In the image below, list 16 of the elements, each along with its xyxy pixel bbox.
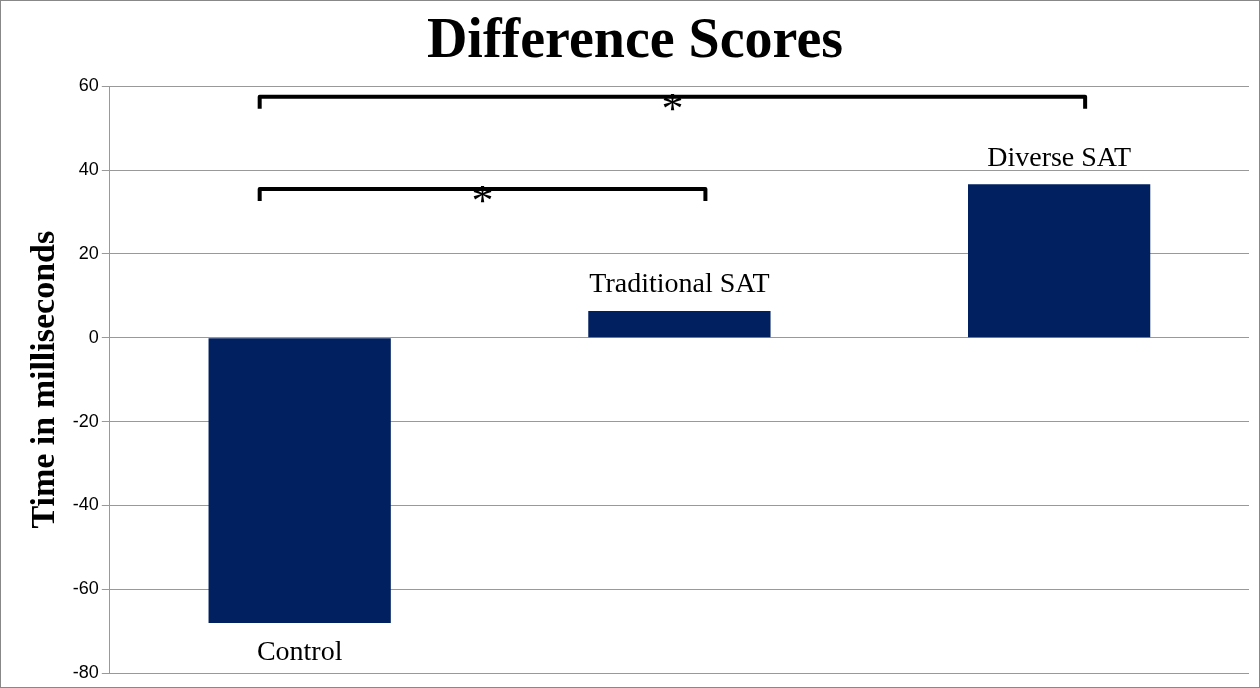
y-tick-label: 0: [88, 326, 99, 347]
bar: [588, 310, 771, 338]
y-axis-title: Time in milliseconds: [24, 230, 62, 529]
x-tick-label: Control: [256, 635, 343, 667]
x-tick-label: Traditional SAT: [589, 267, 770, 299]
y-tick-label: -40: [72, 494, 99, 515]
y-tick-label: 40: [78, 159, 99, 180]
chart-title: Difference Scores: [426, 7, 844, 70]
x-tick-label: Diverse SAT: [987, 140, 1132, 172]
y-tick-label: -20: [72, 410, 99, 431]
y-tick-label: -60: [72, 578, 99, 599]
bar: [968, 184, 1151, 338]
y-tick-label: 60: [78, 75, 99, 96]
bar: [208, 338, 391, 623]
y-tick-label: 20: [78, 242, 99, 263]
y-tick-label: -80: [72, 662, 99, 683]
